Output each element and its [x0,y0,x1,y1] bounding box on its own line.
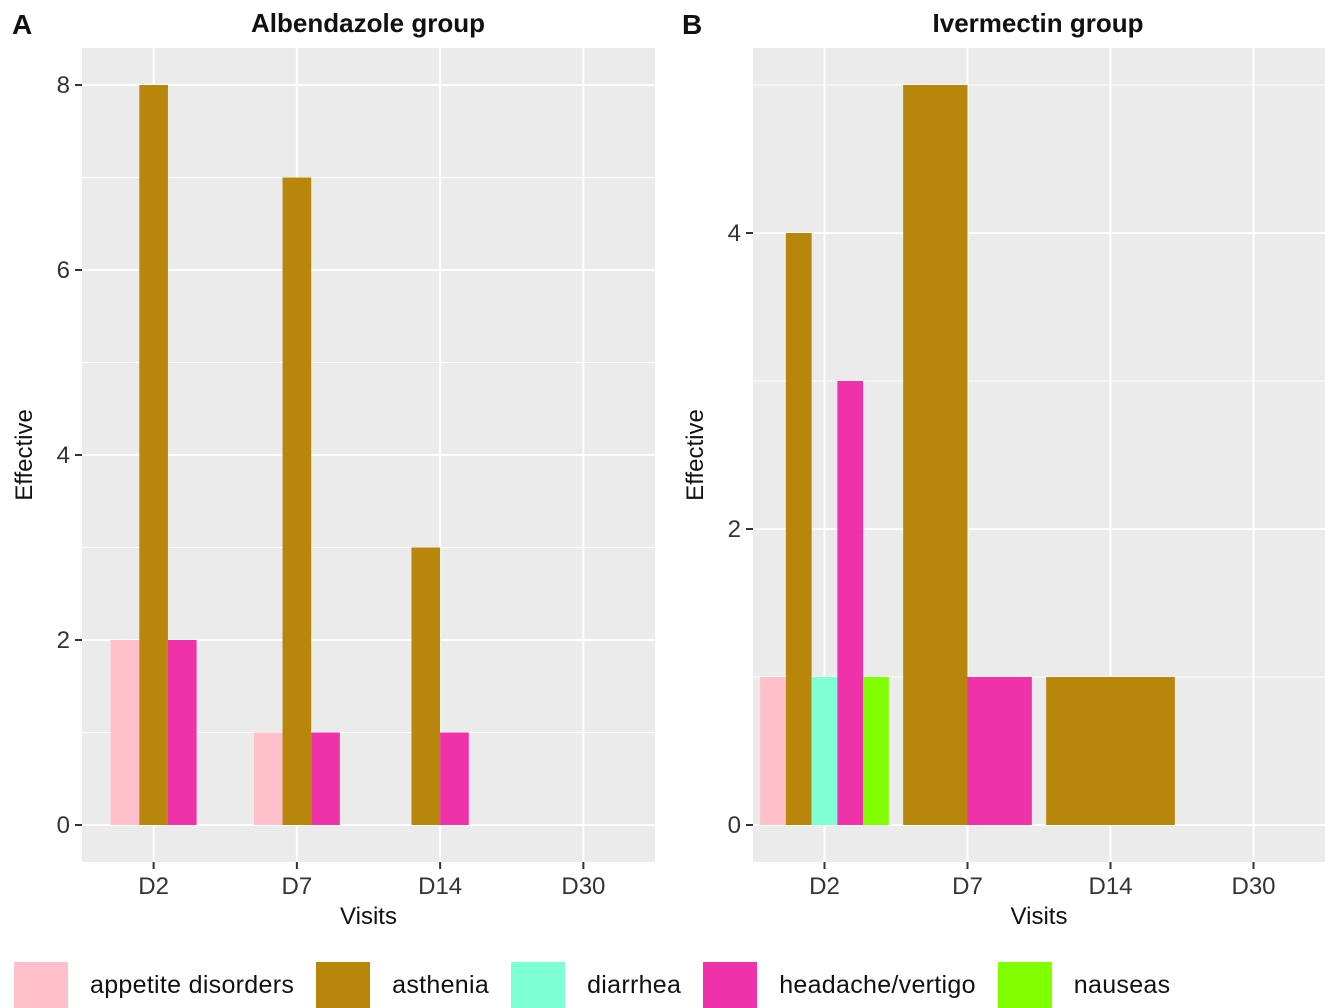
bar-headache-vertigo-d7 [311,732,340,825]
legend-swatch [703,962,758,1008]
bar-asthenia-d2 [785,233,812,825]
y-tick-label: 2 [57,627,70,654]
y-tick-label: 4 [57,442,70,469]
bar-headache-vertigo-d2 [167,640,197,825]
bar-nauseas-d2 [863,677,889,825]
y-axis-title: Effective [11,409,38,501]
x-tick-label: D30 [1231,873,1275,900]
bar-appetite-disorders-d7 [253,732,283,825]
x-tick-label: D2 [138,873,169,900]
legend-label: nauseas [1073,970,1171,999]
y-tick-label: 0 [57,812,70,839]
x-tick-label: D14 [418,873,462,900]
chart-title: Ivermectin group [933,8,1144,38]
bar-asthenia-d7 [903,85,968,825]
x-axis-title: Visits [340,903,397,930]
y-tick-label: 0 [728,812,741,839]
ivermectin-panel: 0 2 4 D2 D7 D14 D30 Visits Effective Ivermectin g… [682,8,1325,930]
albendazole-panel: 0 2 4 6 8 D2 D7 D14 D30 Visits Effective Albendazol… [11,8,655,930]
chart-title: Albendazole group [251,8,485,38]
legend-label: asthenia [392,970,490,999]
x-tick-label: D7 [952,873,983,900]
bar-headache-vertigo-d14 [440,732,469,825]
x-tick-label: D14 [1088,873,1132,900]
legend-label: appetite disorders [90,970,295,999]
legend: appetite disorders asthenia diarrhea hea… [0,962,1331,1008]
bar-headache-vertigo-d2 [837,381,864,825]
x-tick-label: D7 [282,873,313,900]
bar-headache-vertigo-d7 [967,677,1032,825]
bar-asthenia-d2 [139,85,168,825]
x-tick-label: D30 [561,873,605,900]
y-tick-label: 6 [57,257,70,284]
legend-swatch [997,962,1052,1008]
legend-item-diarrhea: diarrhea [511,962,681,1008]
bar-asthenia-d14 [411,547,441,825]
bar-appetite-disorders-d2 [760,677,786,825]
bar-appetite-disorders-d2 [110,640,140,825]
bar-asthenia-d14 [1046,677,1175,825]
x-axis-title: Visits [1011,903,1068,930]
legend-swatch [316,962,371,1008]
legend-item-headache-vertigo: headache/vertigo [703,962,976,1008]
legend-item-nauseas: nauseas [997,962,1171,1008]
y-tick-label: 4 [728,220,741,247]
x-tick-label: D2 [809,873,840,900]
panel-label: B [682,9,702,40]
y-axis-title: Effective [682,409,709,501]
legend-label: headache/vertigo [779,970,976,999]
legend-item-asthenia: asthenia [316,962,489,1008]
legend-item-appetite-disorders: appetite disorders [14,962,294,1008]
y-tick-label: 8 [57,72,70,99]
bar-diarrhea-d2 [811,677,838,825]
legend-swatch [14,962,68,1008]
panel-label: A [12,9,32,40]
legend-label: diarrhea [587,970,682,999]
y-tick-label: 2 [728,516,741,543]
bar-asthenia-d7 [282,177,312,825]
legend-swatch [511,962,566,1008]
